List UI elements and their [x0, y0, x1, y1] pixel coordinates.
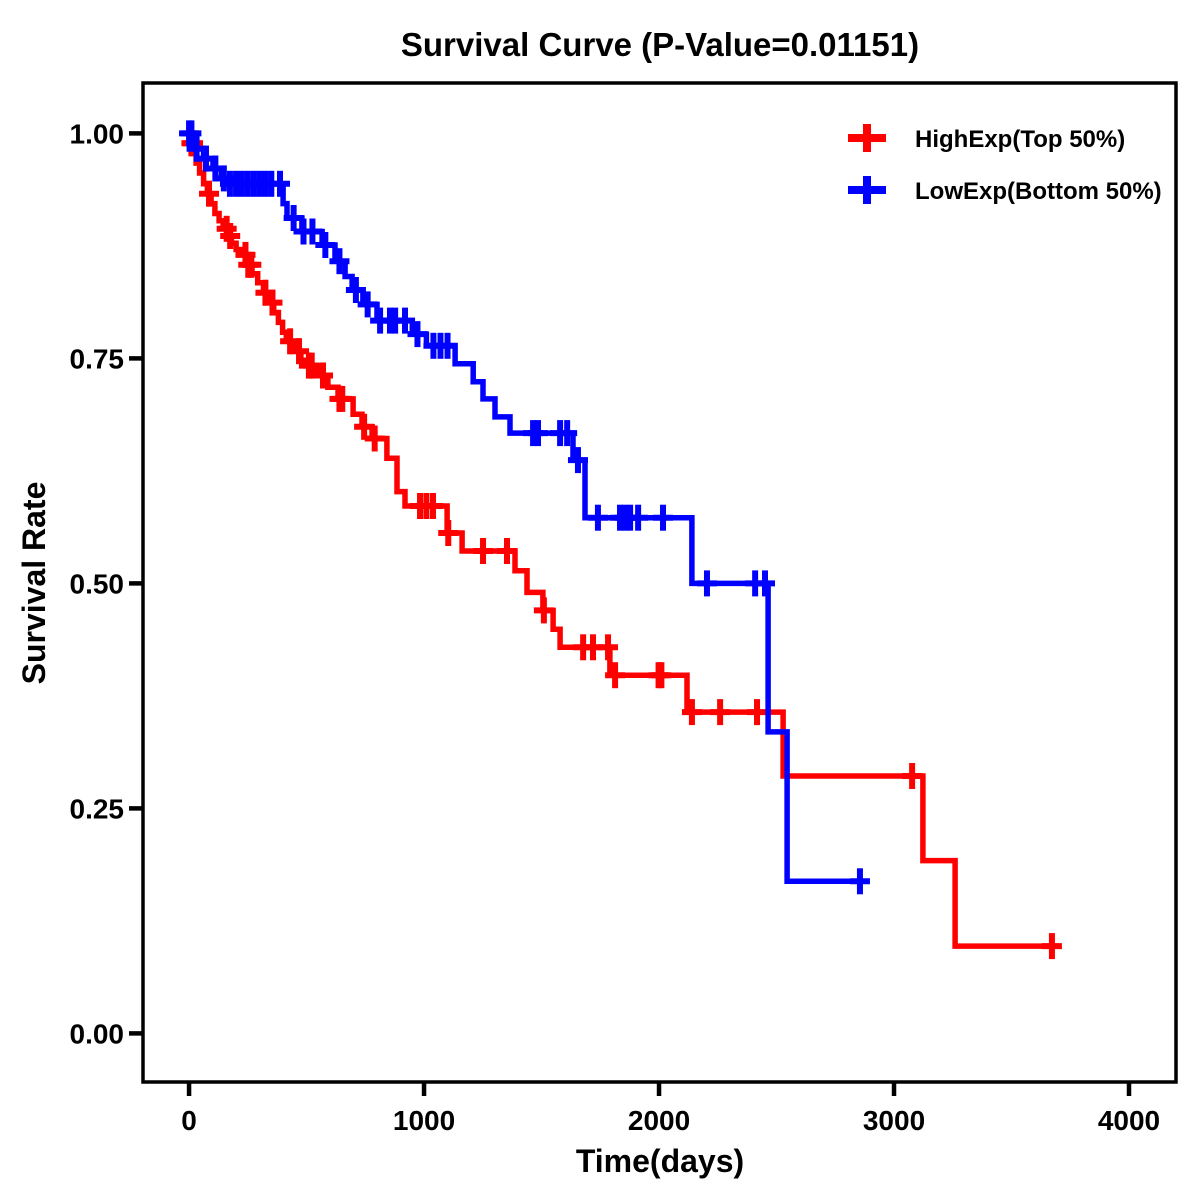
censor-mark: [710, 699, 731, 726]
axes: 0 1000 2000 3000 4000 0.00 0.25 0.50 0.75 1.00: [70, 81, 1178, 1136]
censor-mark: [302, 218, 323, 245]
censor-mark: [437, 332, 458, 359]
censor-mark: [354, 413, 375, 440]
censor-mark: [902, 763, 923, 789]
censor-mark: [653, 504, 674, 531]
censor-mark: [496, 538, 517, 564]
y-tick-label: 0.75: [70, 343, 125, 374]
censor-mark: [628, 504, 649, 531]
censor-mark: [289, 338, 310, 365]
series-lowexp: [179, 120, 870, 895]
legend-label: HighExp(Top 50%): [915, 126, 1125, 153]
x-tick-label: 3000: [863, 1105, 925, 1136]
censor-mark: [312, 362, 333, 389]
censor-mark: [473, 538, 494, 564]
censor-mark: [181, 120, 202, 147]
y-axis-title: Survival Rate: [16, 482, 52, 685]
censor-mark: [357, 291, 378, 318]
censor-mark: [438, 520, 459, 546]
legend-entry: LowExp(Bottom 50%): [848, 176, 1162, 205]
y-tick-label: 0.00: [70, 1018, 125, 1049]
censor-mark: [395, 307, 416, 334]
censor-mark: [407, 321, 428, 348]
censor-mark: [220, 223, 241, 249]
series-highexp: [181, 130, 1062, 960]
legend: HighExp(Top 50%) LowExp(Bottom 50%): [848, 124, 1162, 205]
censor-mark: [598, 634, 619, 661]
censor-mark: [332, 385, 353, 412]
censor-mark: [557, 420, 578, 447]
y-tick-label: 1.00: [70, 118, 125, 149]
censor-mark: [199, 180, 220, 207]
x-axis-title: Time(days): [576, 1143, 744, 1179]
legend-entry: HighExp(Top 50%): [848, 124, 1125, 153]
x-tick-label: 2000: [628, 1105, 690, 1136]
chart-title: Survival Curve (P-Value=0.01151): [401, 26, 919, 63]
censor-mark: [301, 352, 322, 379]
censor-mark: [849, 868, 870, 895]
censor-mark: [587, 504, 608, 531]
censor-mark: [329, 248, 350, 275]
survival-curve: [189, 130, 866, 885]
survival-curve: [188, 130, 1058, 949]
x-tick-label: 0: [181, 1105, 197, 1136]
y-tick-label: 0.25: [70, 793, 125, 824]
censor-mark: [747, 699, 768, 726]
x-tick-label: 4000: [1098, 1105, 1160, 1136]
censor-mark: [528, 420, 549, 447]
x-tick-label: 1000: [393, 1105, 455, 1136]
censor-mark: [696, 570, 717, 597]
legend-label: LowExp(Bottom 50%): [915, 178, 1162, 205]
censor-mark: [567, 447, 588, 474]
censor-mark: [755, 570, 776, 597]
censor-mark: [345, 277, 366, 303]
censor-mark: [315, 232, 336, 258]
censor-mark: [533, 597, 554, 624]
censor-mark: [241, 251, 262, 278]
y-tick-label: 0.50: [70, 568, 125, 599]
censor-mark: [651, 662, 672, 689]
censor-mark: [269, 170, 290, 197]
censor-mark: [364, 425, 385, 452]
censor-mark: [605, 662, 626, 689]
curves: [179, 120, 1062, 960]
censor-mark: [681, 699, 702, 726]
censor-mark: [422, 493, 443, 519]
censor-mark: [1041, 933, 1062, 960]
censor-mark: [283, 205, 304, 231]
censor-mark: [262, 289, 283, 316]
